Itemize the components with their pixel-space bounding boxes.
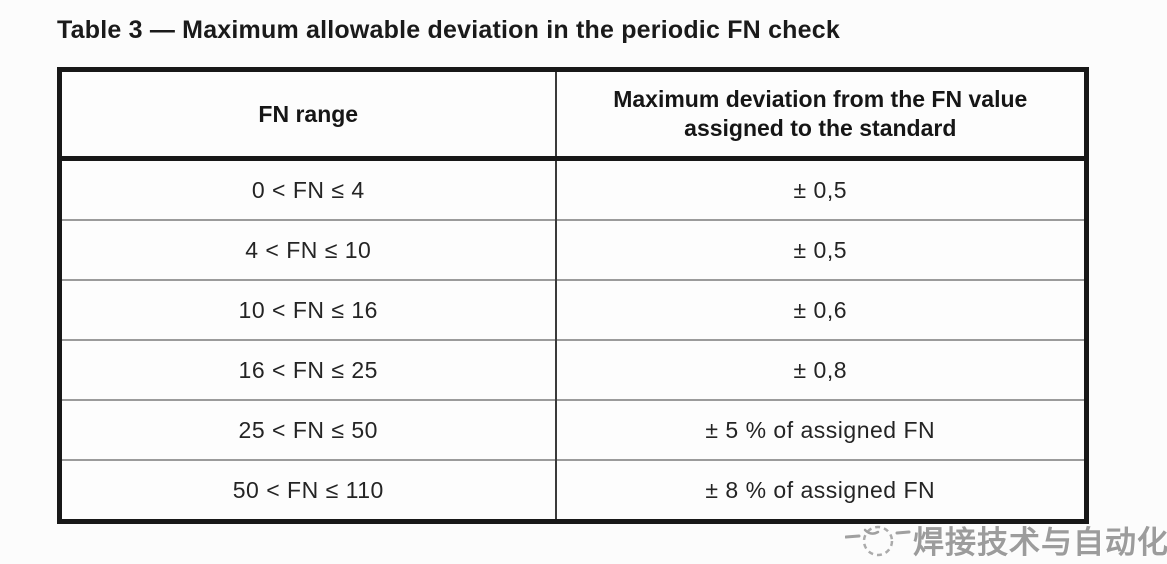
table-header-row: FN range Maximum deviation from the FN v… [59, 69, 1087, 161]
table-row: 25 < FN ≤ 50 ± 5 % of assigned FN [59, 399, 1087, 460]
fn-range-cell: 50 < FN ≤ 110 [59, 459, 556, 522]
col-header-fn-range: FN range [59, 69, 556, 161]
fn-range-cell: 16 < FN ≤ 25 [59, 339, 556, 400]
table-row: 50 < FN ≤ 110 ± 8 % of assigned FN [59, 459, 1087, 522]
table-row: 4 < FN ≤ 10 ± 0,5 [59, 219, 1087, 280]
fn-deviation-table: FN range Maximum deviation from the FN v… [57, 67, 1089, 524]
col-header-max-deviation-label: Maximum deviation from the FN value assi… [613, 86, 1028, 141]
max-deviation-cell: ± 0,6 [554, 279, 1087, 340]
table-row: 0 < FN ≤ 4 ± 0,5 [60, 158, 1087, 220]
max-deviation-cell: ± 0,5 [554, 219, 1087, 280]
table-caption: Table 3 — Maximum allowable deviation in… [57, 16, 840, 44]
table-row: 16 < FN ≤ 25 ± 0,8 [59, 339, 1087, 400]
fn-range-cell: 0 < FN ≤ 4 [251, 176, 365, 203]
max-deviation-cell: ± 0,8 [554, 339, 1087, 400]
col-header-max-deviation: Maximum deviation from the FN value assi… [554, 69, 1087, 161]
max-deviation-cell: ± 0,5 [554, 158, 1087, 220]
table-row: 10 < FN ≤ 16 ± 0,6 [59, 279, 1087, 340]
fn-range-cell: 10 < FN ≤ 16 [59, 279, 556, 340]
col-header-fn-range-label: FN range [258, 100, 359, 127]
max-deviation-cell: ± 8 % of assigned FN [554, 459, 1087, 522]
max-deviation-cell: ± 5 % of assigned FN [554, 399, 1087, 460]
fn-range-cell: 4 < FN ≤ 10 [59, 219, 556, 280]
fn-range-cell: 25 < FN ≤ 50 [59, 399, 556, 460]
